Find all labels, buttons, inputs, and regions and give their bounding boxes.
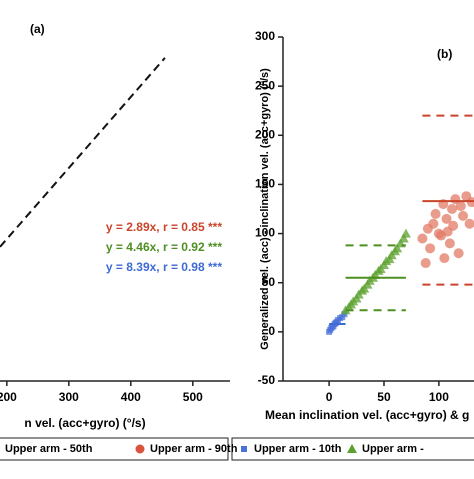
point xyxy=(417,233,428,244)
y-tick-label: 0 xyxy=(268,324,275,338)
point xyxy=(444,238,455,249)
y-tick-label: 100 xyxy=(255,226,275,240)
trend-line xyxy=(0,57,166,248)
point xyxy=(458,210,469,221)
legend-label: Upper arm - 90th xyxy=(150,443,238,455)
annotation: y = 8.39x, r = 0.98 *** xyxy=(106,260,222,274)
x-axis-label: n vel. (acc+gyro) (°/s) xyxy=(24,416,145,430)
panel-title: (a) xyxy=(30,22,45,36)
point xyxy=(420,258,431,269)
point xyxy=(398,233,409,243)
legend-marker xyxy=(347,444,357,453)
point xyxy=(448,220,459,231)
point xyxy=(430,208,441,219)
legend-marker xyxy=(135,444,145,454)
y-tick-label: 200 xyxy=(255,127,275,141)
legend-label: Upper arm - 10th xyxy=(254,443,342,455)
point xyxy=(453,248,464,259)
x-tick-label: 100 xyxy=(429,390,449,404)
point xyxy=(441,213,452,224)
point xyxy=(392,243,403,253)
y-tick-label: -50 xyxy=(258,373,276,387)
point xyxy=(400,228,411,238)
x-tick-label: 200 xyxy=(0,390,17,404)
point xyxy=(428,218,439,229)
annotation: y = 4.46x, r = 0.92 *** xyxy=(106,240,222,254)
annotation: y = 2.89x, r = 0.85 *** xyxy=(106,220,222,234)
point xyxy=(464,218,474,229)
panel-title: (b) xyxy=(437,47,452,61)
y-tick-label: 300 xyxy=(255,29,275,43)
x-axis-label: Mean inclination vel. (acc+gyro) & g xyxy=(265,408,469,422)
legend-box xyxy=(0,437,229,461)
point xyxy=(455,201,466,212)
y-tick-label: 50 xyxy=(262,275,276,289)
x-tick-label: 500 xyxy=(183,390,203,404)
legend-label: Upper arm - 50th xyxy=(5,443,93,455)
point xyxy=(425,243,436,254)
point xyxy=(447,204,458,214)
x-tick-label: 300 xyxy=(59,390,79,404)
legend-box xyxy=(231,437,474,461)
legend-label: Upper arm - xyxy=(362,443,424,455)
x-tick-label: 400 xyxy=(121,390,141,404)
x-tick-label: 50 xyxy=(377,390,391,404)
y-axis-label: Generalized vel. (acc) - inclination vel… xyxy=(259,68,271,350)
legend-marker xyxy=(241,446,247,452)
y-tick-label: 150 xyxy=(255,177,275,191)
x-tick-label: 0 xyxy=(326,390,333,404)
y-tick-label: 250 xyxy=(255,78,275,92)
point xyxy=(439,253,450,264)
